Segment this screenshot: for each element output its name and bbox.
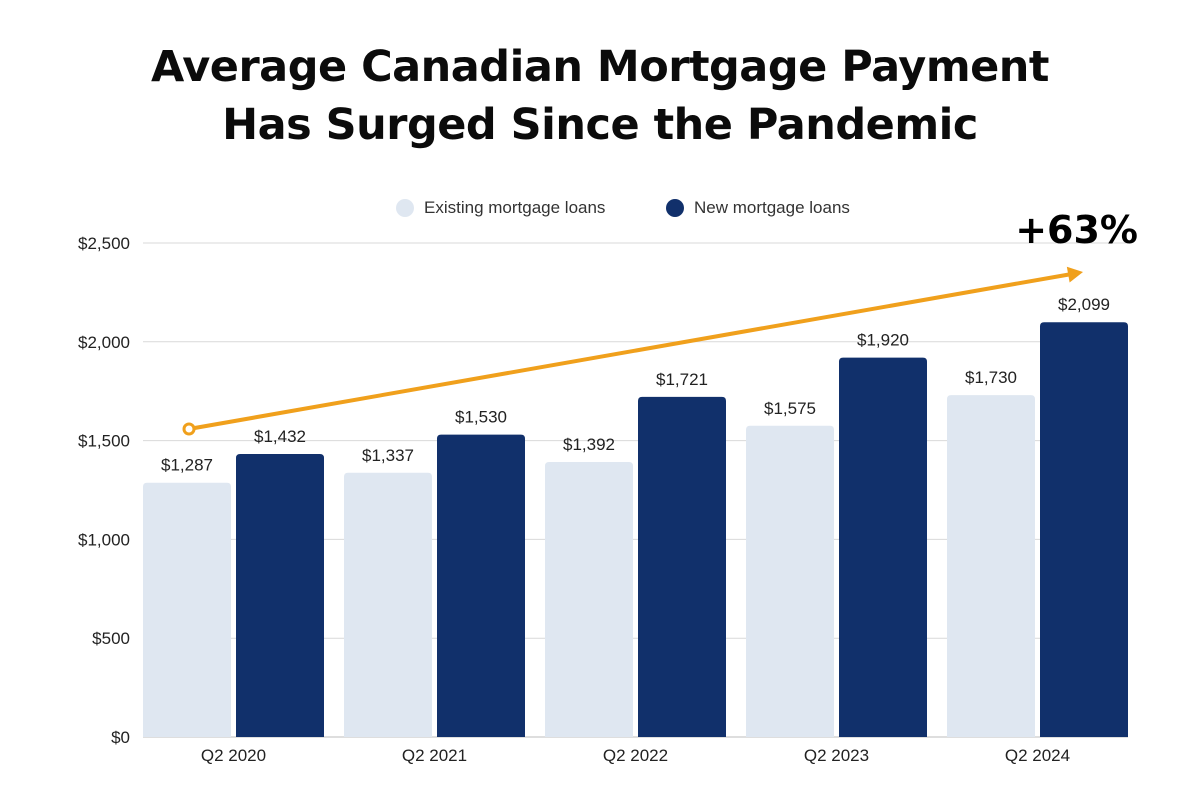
x-tick-label: Q2 2021 (402, 746, 467, 765)
bar-value-label: $1,575 (764, 399, 816, 418)
chart-title-line-2: Has Surged Since the Pandemic (222, 100, 978, 150)
legend-swatch-new (666, 199, 684, 217)
bar-new (638, 396, 726, 737)
chart-title: Average Canadian Mortgage Payment Has Su… (0, 38, 1200, 154)
y-tick-label: $2,500 (78, 234, 130, 253)
bars-layer (143, 322, 1128, 737)
x-tick-label: Q2 2022 (603, 746, 668, 765)
bar-value-label: $2,099 (1058, 295, 1110, 314)
bar-new (839, 357, 927, 737)
bar-new (236, 454, 324, 737)
y-tick-label: $500 (92, 629, 130, 648)
annotation-layer: +63% (182, 208, 1138, 436)
bar-value-label: $1,432 (254, 427, 306, 446)
bar-value-label: $1,392 (563, 435, 615, 454)
y-tick-label: $2,000 (78, 333, 130, 352)
bar-value-label: $1,721 (656, 370, 708, 389)
y-tick-label: $1,000 (78, 530, 130, 549)
axis-layer: $0 $500 $1,000 $1,500 $2,000 $2,500 Q2 2020 Q2 … (78, 234, 1070, 765)
legend-swatch-existing (396, 199, 414, 217)
legend-label-new: New mortgage loans (694, 198, 850, 217)
labels-layer: $1,287 $1,432 $1,337 $1,530 $1,392 $1,721 $1,5… (161, 295, 1110, 474)
bar-existing (545, 461, 633, 737)
bar-new (437, 434, 525, 737)
bar-value-label: $1,730 (965, 368, 1017, 387)
y-tick-label: $0 (111, 728, 130, 747)
bar-new (1040, 322, 1128, 737)
bar-existing (344, 472, 432, 737)
x-tick-label: Q2 2020 (201, 746, 266, 765)
x-tick-label: Q2 2024 (1005, 746, 1070, 765)
y-tick-label: $1,500 (78, 432, 130, 451)
bar-value-label: $1,920 (857, 331, 909, 350)
trend-arrow-start (182, 422, 196, 436)
chart-title-line-1: Average Canadian Mortgage Payment (151, 42, 1049, 92)
x-tick-label: Q2 2023 (804, 746, 869, 765)
growth-annotation: +63% (1015, 208, 1138, 252)
legend-item-existing: Existing mortgage loans (396, 196, 605, 220)
bar-existing (947, 395, 1035, 737)
chart-legend: Existing mortgage loans New mortgage loa… (0, 196, 1200, 220)
bar-existing (746, 425, 834, 737)
legend-label-existing: Existing mortgage loans (424, 198, 606, 217)
bar-value-label: $1,287 (161, 456, 213, 475)
bar-value-label: $1,337 (362, 446, 414, 465)
bar-value-label: $1,530 (455, 408, 507, 427)
legend-item-new: New mortgage loans (666, 196, 850, 220)
bar-existing (143, 482, 231, 737)
trend-arrow-line (191, 272, 1071, 431)
trend-arrow-head (1066, 266, 1083, 283)
